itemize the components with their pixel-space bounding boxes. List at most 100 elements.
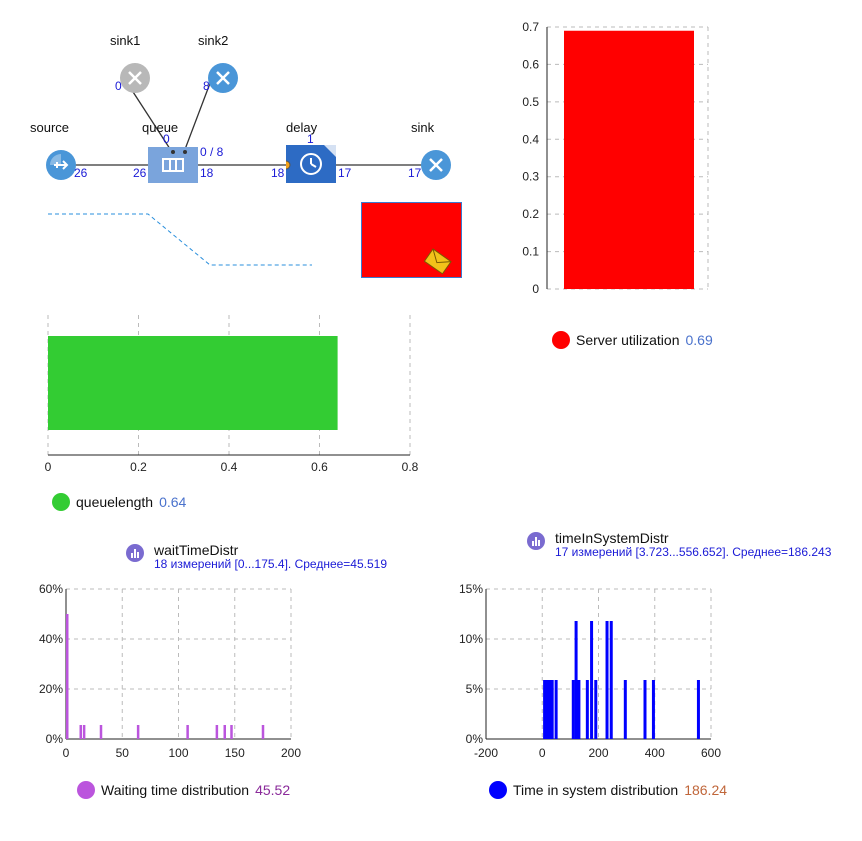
legend-label: Time in system distribution bbox=[513, 782, 679, 798]
flowchart: source 26 sink1 0 sink2 8 queue 0 0 / 8 bbox=[0, 0, 480, 300]
sink2-label: sink2 bbox=[198, 33, 229, 48]
histogram-bar bbox=[99, 725, 103, 739]
histogram-icon bbox=[126, 544, 144, 562]
histogram-bar bbox=[643, 680, 647, 739]
clock-icon bbox=[281, 145, 336, 175]
histogram-bar bbox=[215, 725, 219, 739]
wait-time-histogram: 0% 20% 40% 60% 0 50 100 150 200 bbox=[39, 582, 301, 760]
system-dist-legend: Time in system distribution 186.24 bbox=[489, 781, 727, 799]
server-utilization-chart: 0 0.1 0.2 0.3 0.4 0.5 0.6 0.7 bbox=[522, 20, 709, 296]
sink1-count: 0 bbox=[115, 79, 122, 93]
histogram-icon bbox=[527, 532, 545, 550]
queue-out-count: 18 bbox=[200, 166, 214, 180]
system-dist-name: timeInSystemDistr bbox=[555, 530, 669, 546]
legend-value: 45.52 bbox=[255, 782, 291, 798]
x-tick-label: 150 bbox=[225, 746, 245, 760]
legend-dot bbox=[77, 781, 95, 799]
y-tick-label: 0.3 bbox=[522, 170, 539, 184]
sink1-label: sink1 bbox=[110, 33, 141, 48]
histogram-bar bbox=[585, 680, 589, 739]
server-rectangle[interactable] bbox=[361, 202, 462, 278]
histogram-bar bbox=[550, 680, 554, 739]
sink2-block[interactable] bbox=[208, 63, 238, 93]
x-tick-label: 0.2 bbox=[130, 460, 147, 474]
delay-top-count: 1 bbox=[307, 132, 314, 146]
wait-dist-name: waitTimeDistr bbox=[154, 542, 239, 558]
histogram-bar bbox=[571, 680, 575, 739]
histogram-bar bbox=[594, 680, 598, 739]
y-tick-label: 15% bbox=[459, 582, 483, 596]
delay-in-count: 18 bbox=[271, 166, 285, 180]
queue-label: queue bbox=[142, 120, 179, 135]
x-tick-label: 400 bbox=[645, 746, 665, 760]
y-tick-label: 0.4 bbox=[522, 132, 539, 146]
system-dist-summary: 17 измерений [3.723...556.652]. Среднее=… bbox=[555, 545, 832, 559]
histogram-bar bbox=[186, 725, 189, 739]
y-tick-label: 0% bbox=[46, 732, 64, 746]
source-label: source bbox=[30, 120, 70, 135]
histogram-bar bbox=[590, 621, 594, 739]
histogram-bar bbox=[136, 725, 140, 739]
histogram-bar bbox=[548, 680, 552, 739]
y-tick-label: 0.5 bbox=[522, 95, 539, 109]
x-tick-label: 0.4 bbox=[221, 460, 238, 474]
histogram-bar bbox=[545, 680, 549, 739]
queue-length-chart: 0 0.2 0.4 0.6 0.8 bbox=[45, 315, 419, 474]
x-tick-label: 0 bbox=[539, 746, 546, 760]
flowchart-links bbox=[48, 77, 434, 266]
server-utilization-legend: Server utilization 0.69 bbox=[552, 331, 713, 349]
queue-capacity: 0 / 8 bbox=[200, 145, 224, 159]
legend-value: 0.64 bbox=[159, 494, 187, 510]
y-tick-label: 5% bbox=[466, 682, 484, 696]
legend-label: Server utilization bbox=[576, 332, 680, 348]
histogram-bar bbox=[651, 680, 655, 739]
queue-block[interactable] bbox=[148, 147, 198, 183]
histogram-bar bbox=[82, 725, 86, 739]
sink-count: 17 bbox=[408, 166, 422, 180]
histogram-bar bbox=[261, 725, 265, 739]
queue-length-legend: queuelength 0.64 bbox=[52, 493, 186, 511]
y-tick-label: 0 bbox=[532, 282, 539, 296]
delay-out-count: 17 bbox=[338, 166, 352, 180]
legend-dot bbox=[489, 781, 507, 799]
close-icon bbox=[216, 71, 230, 85]
x-tick-label: 0 bbox=[45, 460, 52, 474]
y-tick-label: 10% bbox=[459, 632, 483, 646]
y-tick-label: 0.1 bbox=[522, 245, 539, 259]
y-tick-label: 40% bbox=[39, 632, 63, 646]
sink-label: sink bbox=[411, 120, 435, 135]
legend-value: 186.24 bbox=[684, 782, 728, 798]
legend-dot bbox=[552, 331, 570, 349]
sink2-count: 8 bbox=[203, 79, 210, 93]
x-tick-label: 600 bbox=[701, 746, 721, 760]
wait-dist-legend: Waiting time distribution 45.52 bbox=[77, 781, 290, 799]
y-tick-label: 0.2 bbox=[522, 207, 539, 221]
server-utilization-bar bbox=[564, 30, 694, 289]
x-tick-label: 200 bbox=[281, 746, 301, 760]
envelope-icon bbox=[424, 248, 452, 275]
x-tick-label: 200 bbox=[588, 746, 608, 760]
y-tick-label: 20% bbox=[39, 682, 63, 696]
delay-block[interactable] bbox=[281, 145, 336, 183]
histogram-bar bbox=[574, 621, 578, 739]
wait-dist-summary: 18 измерений [0...175.4]. Среднее=45.519 bbox=[154, 557, 388, 571]
histogram-bar bbox=[605, 621, 609, 739]
histogram-bar bbox=[623, 680, 627, 739]
source-icon bbox=[50, 154, 69, 170]
queue-in-count: 26 bbox=[133, 166, 147, 180]
queue-length-bar bbox=[48, 336, 338, 430]
histogram-bar bbox=[66, 614, 69, 739]
histogram-bar bbox=[79, 725, 82, 739]
sink1-block[interactable] bbox=[120, 63, 150, 93]
histogram-bar bbox=[609, 621, 613, 739]
x-tick-label: 50 bbox=[116, 746, 130, 760]
y-tick-label: 0% bbox=[466, 732, 484, 746]
x-tick-label: 100 bbox=[168, 746, 188, 760]
histogram-bar bbox=[543, 680, 547, 739]
legend-dot bbox=[52, 493, 70, 511]
y-tick-label: 0.6 bbox=[522, 57, 539, 71]
source-block[interactable] bbox=[46, 150, 76, 180]
sink-block[interactable] bbox=[421, 150, 451, 180]
x-tick-label: 0.6 bbox=[311, 460, 328, 474]
y-tick-label: 60% bbox=[39, 582, 63, 596]
